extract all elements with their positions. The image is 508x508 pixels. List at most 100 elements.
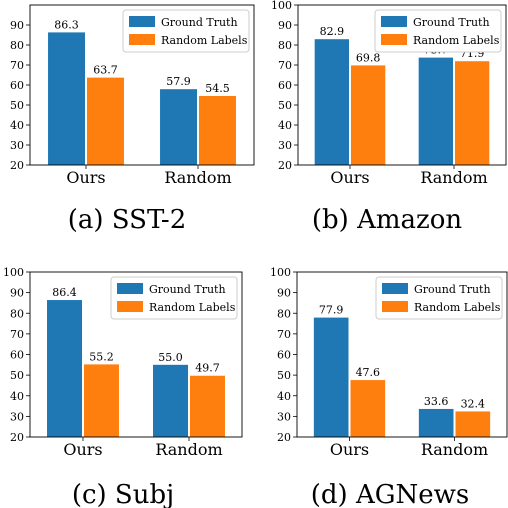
- plot-frame: [29, 4, 255, 166]
- bar-ground-truth-random: [160, 89, 197, 165]
- legend-swatch: [381, 34, 407, 45]
- y-tick-label: 80: [10, 307, 24, 320]
- data-label: 57.9: [166, 75, 191, 88]
- y-tick-label: 100: [3, 266, 24, 279]
- data-label: 86.4: [52, 286, 77, 299]
- panel-caption: (a) SST-2: [68, 205, 187, 235]
- y-tick-label: 50: [10, 369, 24, 382]
- legend-entry: Random Labels: [149, 301, 236, 314]
- y-tick-label: 50: [278, 99, 292, 112]
- bar-ground-truth-random: [418, 408, 454, 437]
- y-tick-label: 60: [10, 79, 24, 92]
- legend-entry: Random Labels: [413, 34, 500, 47]
- y-tick-label: 30: [10, 139, 24, 152]
- y-tick-label: 60: [10, 349, 24, 362]
- data-label: 77.9: [319, 304, 344, 317]
- legend-swatch: [129, 34, 155, 45]
- y-tick-label: 70: [278, 59, 292, 72]
- legend-entry: Random Labels: [161, 34, 248, 47]
- legend-swatch: [129, 16, 155, 27]
- plot-frame: [29, 271, 243, 438]
- y-tick-label: 100: [270, 266, 291, 279]
- data-label: 86.3: [54, 18, 79, 31]
- bar-ground-truth-ours: [48, 32, 85, 166]
- y-tick-label: 70: [10, 328, 24, 341]
- y-tick-label: 40: [277, 390, 291, 403]
- bar-random-labels-random: [455, 61, 490, 166]
- bar-random-labels-random: [199, 96, 236, 165]
- y-tick-label: 30: [277, 410, 291, 423]
- legend-entry: Ground Truth: [149, 283, 226, 296]
- panel-caption: (c) Subj: [72, 480, 174, 508]
- data-label: 33.6: [424, 395, 449, 408]
- x-tick-label: Random: [155, 440, 222, 459]
- bar-random-labels-ours: [84, 364, 119, 437]
- bar-ground-truth-random: [418, 57, 453, 165]
- x-tick-label: Random: [420, 168, 487, 187]
- y-tick-label: 90: [278, 19, 292, 32]
- y-tick-label: 80: [10, 39, 24, 52]
- legend-swatch: [117, 283, 143, 294]
- bar-random-labels-random: [455, 411, 491, 437]
- y-tick-label: 40: [10, 390, 24, 403]
- bar-ground-truth-ours: [314, 39, 349, 166]
- data-label: 55.2: [89, 350, 114, 363]
- y-tick-label: 60: [277, 349, 291, 362]
- plot-frame: [296, 271, 508, 438]
- panel-caption: (d) AGNews: [311, 480, 469, 508]
- y-tick-label: 30: [278, 139, 292, 152]
- y-tick-label: 80: [278, 39, 292, 52]
- y-tick-label: 90: [277, 287, 291, 300]
- y-tick-label: 90: [10, 19, 24, 32]
- data-label: 82.9: [320, 25, 345, 38]
- y-tick-label: 50: [277, 369, 291, 382]
- legend-entry: Ground Truth: [413, 16, 490, 29]
- bar-random-labels-ours: [350, 380, 386, 437]
- legend-entry: Ground Truth: [161, 16, 238, 29]
- chart-panel-2: 82.969.8Ours73.771.9Random20304050607080…: [271, 0, 507, 235]
- x-tick-label: Ours: [66, 168, 105, 187]
- x-tick-label: Ours: [330, 168, 369, 187]
- legend-swatch: [117, 301, 143, 312]
- plot-frame: [297, 4, 507, 166]
- bar-ground-truth-random: [153, 364, 188, 437]
- chart-panel-3: 86.4 55.2 Ours 55.0 49.7 Random 20 30 40 50 60 70 80…: [3, 266, 243, 508]
- chart-panel-4: 77.9 47.6 Ours 33.6 32.4 Random 20 30 40 50 60 70 80…: [270, 266, 508, 508]
- data-label: 55.0: [158, 351, 183, 364]
- y-tick-label: 70: [277, 328, 291, 341]
- y-tick-label: 20: [278, 159, 292, 172]
- y-tick-label: 40: [278, 119, 292, 132]
- data-label: 54.5: [205, 82, 230, 95]
- legend-swatch: [382, 283, 408, 294]
- y-tick-label: 70: [10, 59, 24, 72]
- bar-random-labels-ours: [87, 77, 124, 165]
- y-tick-label: 100: [271, 0, 292, 12]
- y-tick-label: 90: [10, 287, 24, 300]
- legend-entry: Ground Truth: [414, 283, 491, 296]
- y-tick-label: 20: [10, 159, 24, 172]
- y-tick-label: 20: [277, 431, 291, 444]
- x-tick-label: Ours: [63, 440, 102, 459]
- y-tick-label: 20: [10, 431, 24, 444]
- y-tick-label: 60: [278, 79, 292, 92]
- bar-random-labels-ours: [351, 65, 386, 165]
- y-tick-label: 40: [10, 119, 24, 132]
- legend-swatch: [381, 16, 407, 27]
- chart-panel-1: 86.3 63.7 Ours 57.9 54.5 Random 20 30 40 50 60 70 80…: [10, 4, 255, 235]
- data-label: 47.6: [356, 366, 381, 379]
- x-tick-label: Ours: [330, 440, 369, 459]
- data-label: 69.8: [356, 51, 381, 64]
- y-tick-label: 30: [10, 410, 24, 423]
- bar-random-labels-random: [190, 375, 225, 437]
- x-tick-label: Random: [164, 168, 231, 187]
- legend-entry: Random Labels: [414, 301, 501, 314]
- panel-caption: (b) Amazon: [312, 205, 462, 235]
- y-tick-label: 50: [10, 99, 24, 112]
- y-tick-label: 80: [277, 307, 291, 320]
- bar-ground-truth-ours: [47, 300, 82, 437]
- x-tick-label: Random: [421, 440, 488, 459]
- data-label: 63.7: [93, 64, 118, 77]
- data-label: 32.4: [461, 397, 486, 410]
